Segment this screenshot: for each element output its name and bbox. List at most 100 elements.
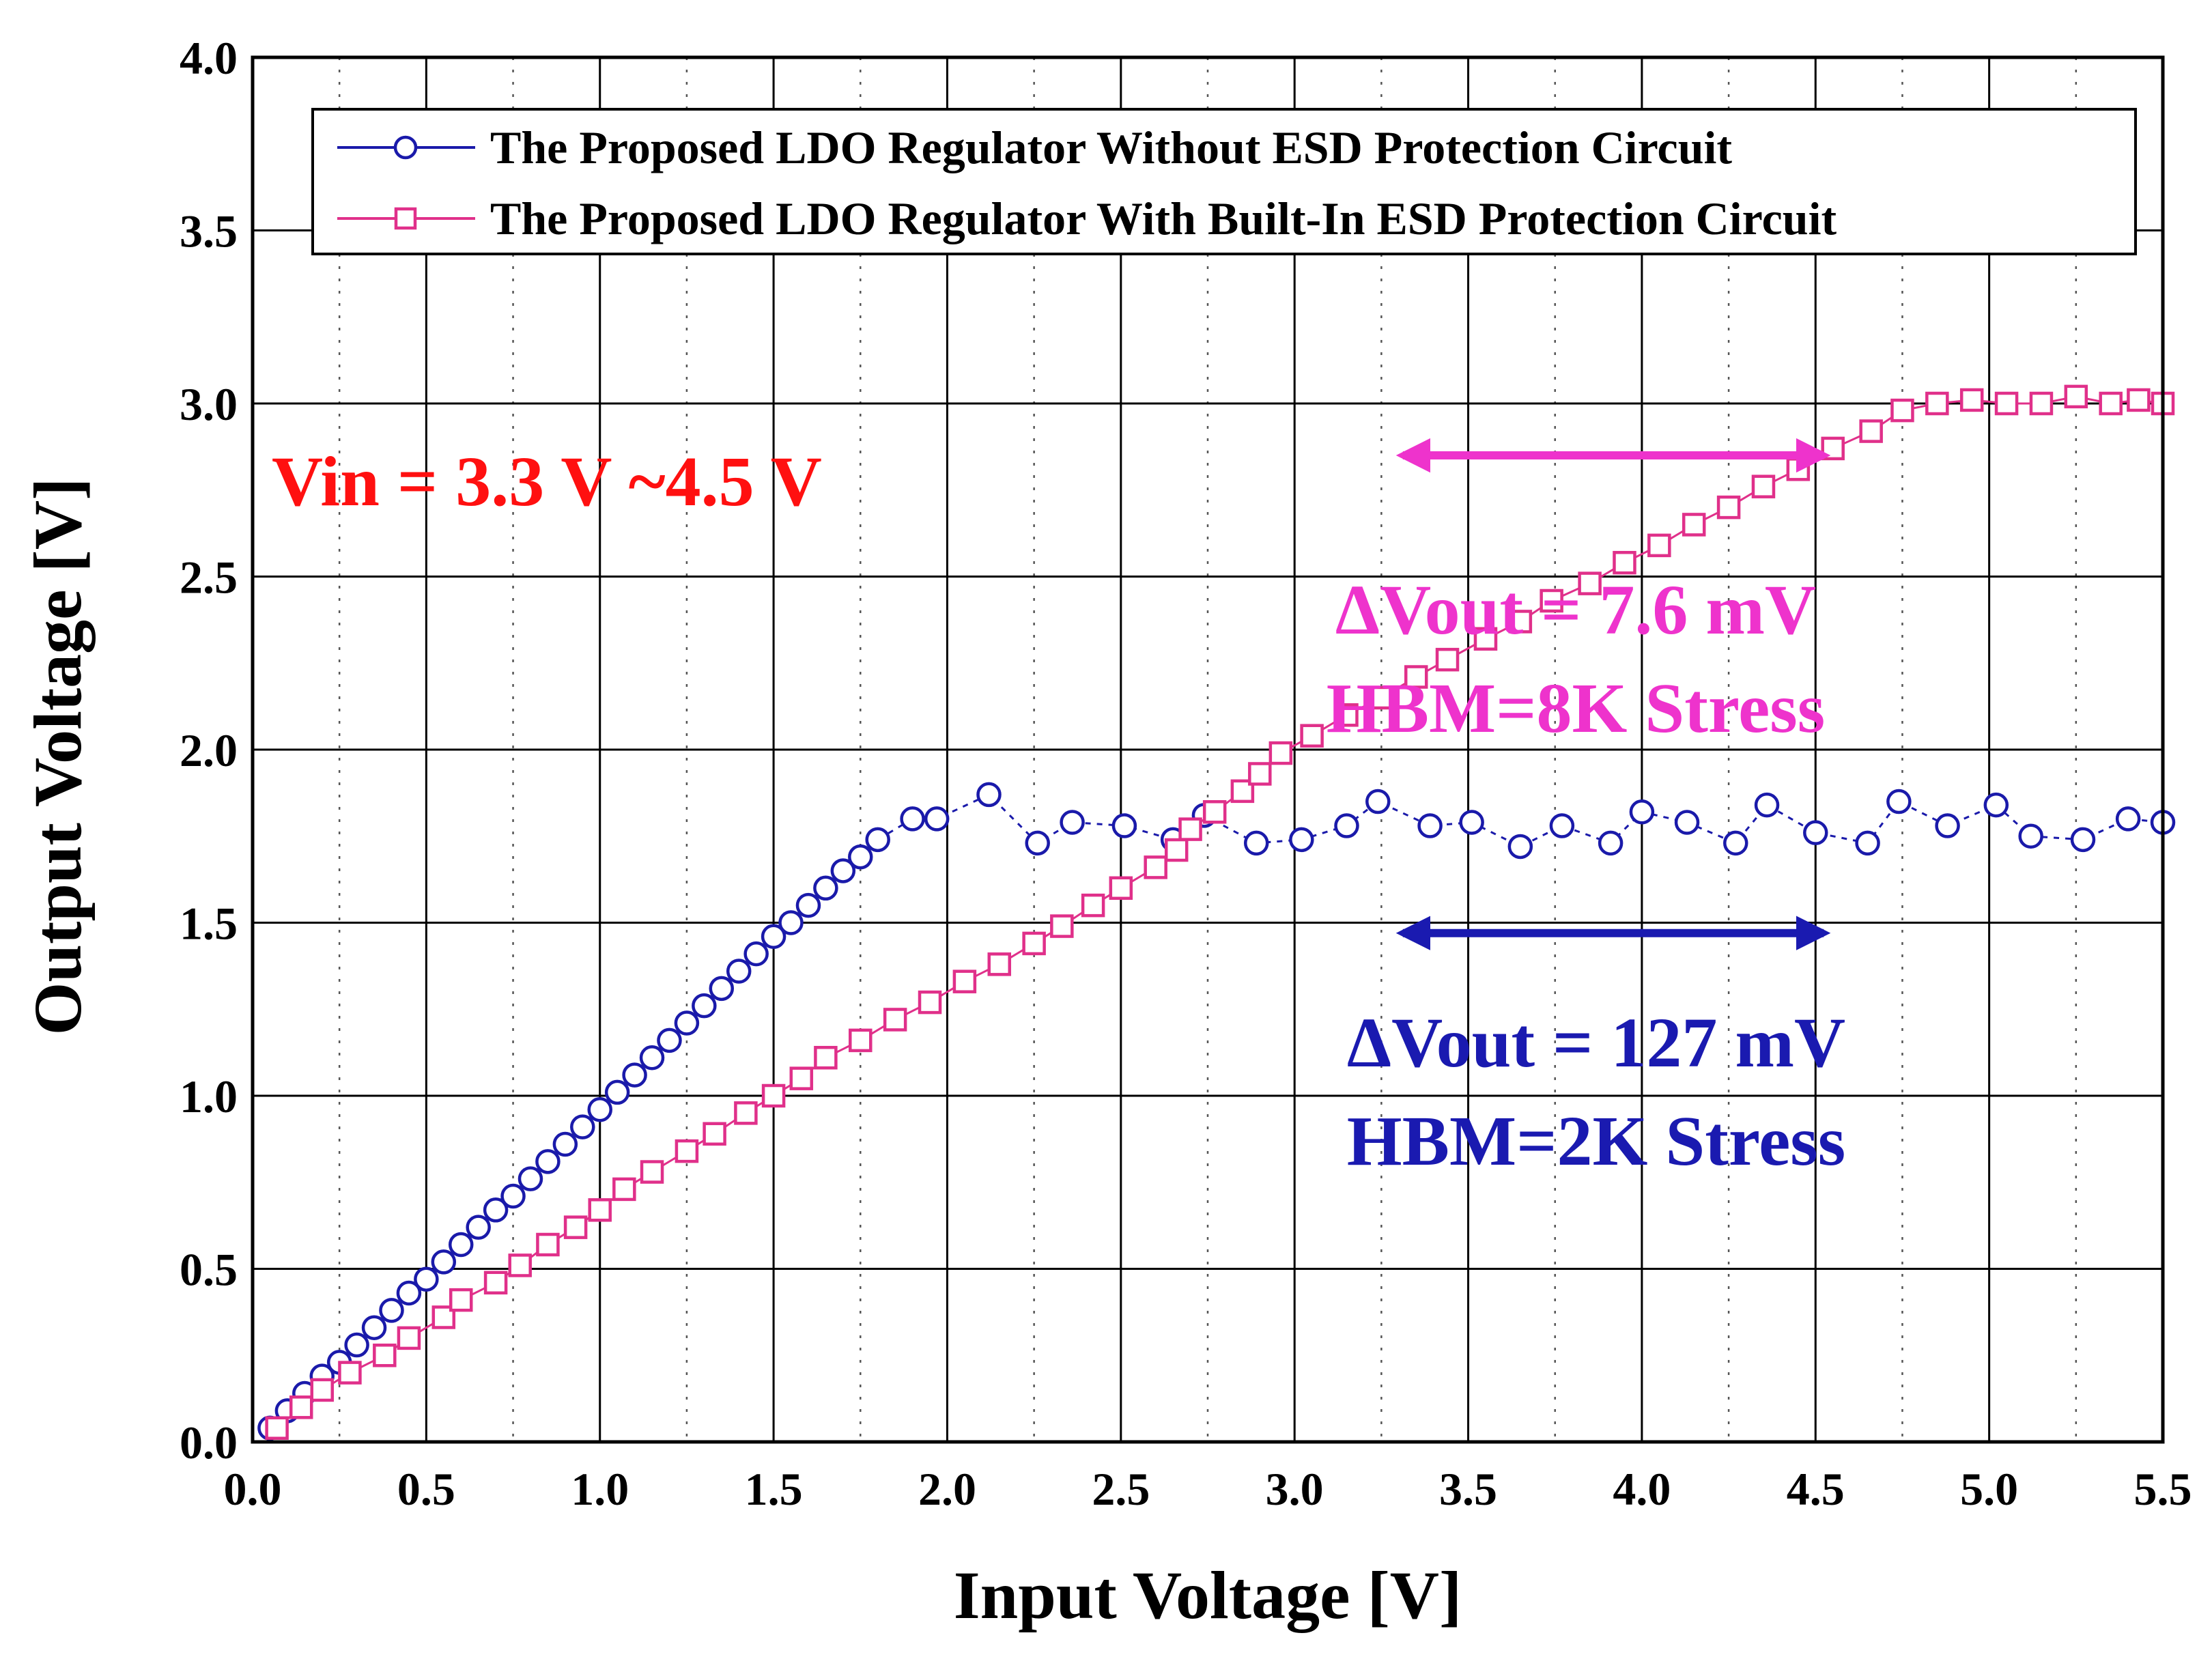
y-tick-label: 3.0 [180,378,238,430]
y-tick-label: 2.0 [180,724,238,776]
data-point [1268,741,1293,765]
data-point [1647,533,1671,558]
data-point [1716,495,1741,520]
data-point [639,1045,665,1070]
data-point [849,1028,873,1053]
data-point [587,1097,612,1122]
y-tick-label: 0.5 [180,1244,238,1296]
data-point [1983,792,2009,818]
x-tick-label: 0.0 [224,1463,282,1515]
data-point [848,844,873,870]
data-point [449,1288,473,1312]
data-point [1248,762,1272,786]
data-point [761,924,786,950]
data-point [1300,724,1324,748]
data-point [2099,391,2123,416]
data-point [1435,647,1460,672]
data-point [1859,419,1883,443]
y-tick-label: 2.5 [180,552,238,604]
data-point [1751,474,1776,498]
range-arrows [1395,438,1831,950]
x-axis-title: Input Voltage [V] [954,1557,1462,1633]
data-point [1925,391,1949,416]
data-point [1334,813,1359,838]
x-tick-label: 1.5 [745,1463,803,1515]
data-point [1549,813,1575,838]
data-point [373,1344,397,1367]
data-point [726,959,752,984]
data-point [1629,799,1655,825]
data-point [508,1253,532,1277]
data-point [563,1215,588,1239]
data-point [604,1079,630,1105]
data-point [814,1045,838,1070]
data-point [1081,893,1105,918]
data-point [1370,685,1393,710]
data-point [397,1326,421,1350]
data-point [703,1122,726,1146]
data-point [692,993,717,1019]
x-tick-label: 3.5 [1439,1463,1497,1515]
data-point [500,1183,526,1209]
data-point [536,1232,560,1257]
data-point [883,1008,907,1032]
data-point [1404,665,1428,689]
y-tick-label: 3.5 [180,205,238,257]
data-point [778,910,804,935]
axis-tick-labels: 0.0 0.5 1.0 1.5 2.0 2.5 3.0 3.5 4.0 4.5 5.0 5.5 0.0 0… [180,32,2192,1515]
data-point [1508,610,1533,634]
data-point [483,1271,508,1295]
data-point [1994,391,2019,416]
x-tick-label: 2.5 [1092,1463,1150,1515]
data-point [1459,810,1484,835]
data-point [1022,931,1046,956]
x-tick-label: 4.0 [1613,1463,1671,1515]
data-point [1578,571,1602,595]
data-point [1890,398,1914,423]
data-point [2018,823,2043,849]
data-point [1365,789,1391,814]
data-point [813,875,838,901]
data-point [588,1198,612,1222]
data-point [1473,627,1498,651]
data-point [448,1232,474,1258]
data-point [570,1114,595,1139]
data-point [734,1101,758,1125]
data-point [612,1177,636,1202]
data-point [657,1027,682,1053]
data-point [2115,806,2141,832]
data-point [1540,589,1563,613]
data-point [396,1280,422,1306]
legend-label: The Proposed LDO Regulator With Built-In… [490,193,1837,244]
data-point [1674,810,1700,835]
x-tick-label: 2.0 [918,1463,976,1515]
data-point [1025,830,1050,856]
vin-range-label: Vin = 3.3 V ~4.5 V [272,442,822,521]
data-point [361,1315,387,1340]
annotations: Vin = 3.3 V ~4.5 V ΔVout = 7.6 mV HBM=8K S… [272,442,1845,1180]
y-tick-label: 1.0 [180,1070,238,1122]
data-point [1855,830,1880,856]
x-tick-label: 5.5 [2134,1463,2192,1515]
data-point [1144,855,1167,879]
legend-label: The Proposed LDO Regulator Without ESD P… [490,122,1732,173]
data-point [743,941,769,967]
data-point [952,969,977,993]
plot-frame [251,55,2165,1444]
data-point [1803,820,1828,845]
hbm-8k-label: HBM=8K Stress [1327,669,1825,748]
x-tick-label: 0.5 [397,1463,455,1515]
x-tick-label: 5.0 [1960,1463,2018,1515]
data-point [1821,436,1845,461]
data-point [431,1249,457,1275]
data-point [640,1160,664,1184]
data-point [1723,830,1748,856]
data-point [1754,792,1780,818]
legend-marker [393,135,418,160]
data-point [1786,457,1811,481]
data-point [2029,391,2054,416]
data-point [2127,388,2151,412]
data-point [622,1062,647,1088]
